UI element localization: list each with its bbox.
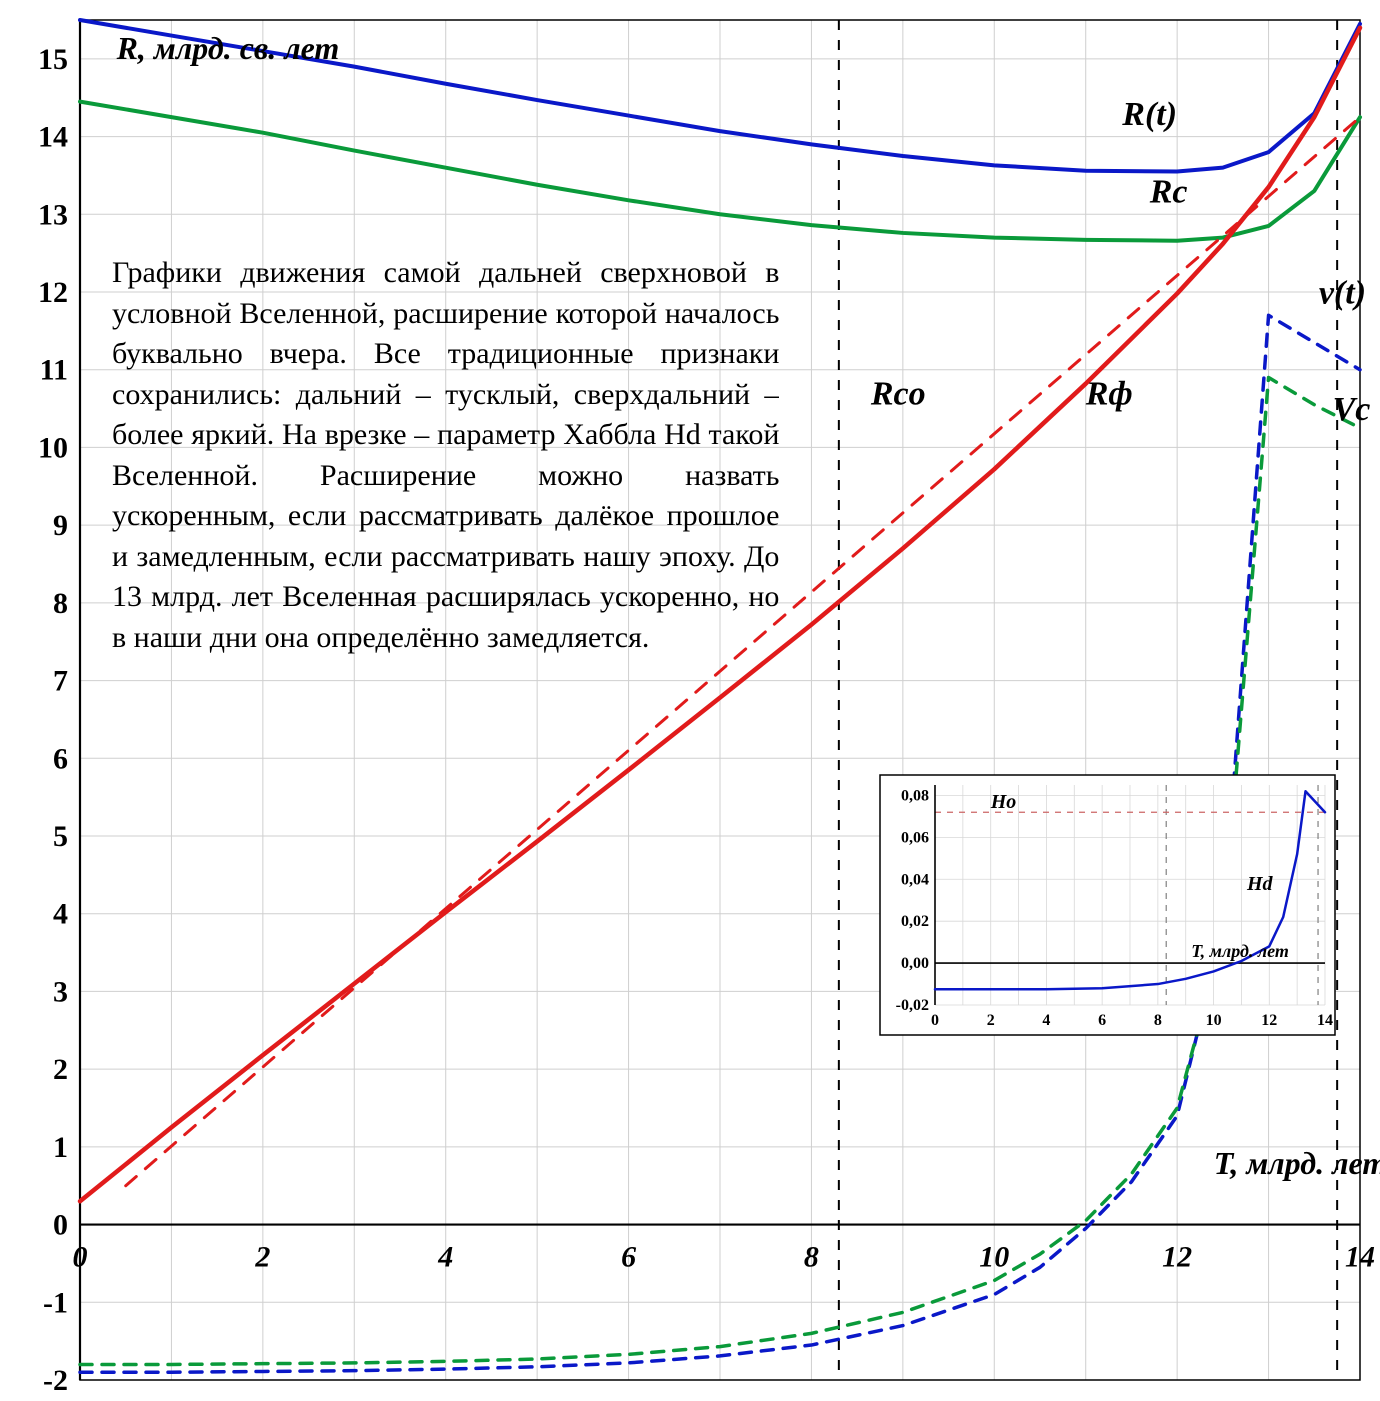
inset-x-tick: 10	[1206, 1012, 1222, 1029]
x-tick-label: 6	[621, 1241, 636, 1274]
series-label-vt: v(t)	[1319, 275, 1366, 312]
y-tick-label: 3	[53, 975, 68, 1008]
x-tick-label: 8	[804, 1241, 819, 1274]
y-tick-label: 1	[53, 1131, 68, 1164]
y-tick-label: 13	[38, 198, 68, 231]
y-tick-label: 6	[53, 742, 68, 775]
inset-series-label-Hd: Hd	[1246, 873, 1274, 895]
y-tick-label: 4	[53, 898, 68, 931]
y-tick-label: 7	[53, 665, 68, 698]
inset-x-tick: 8	[1154, 1012, 1162, 1029]
inset-x-tick: 0	[931, 1012, 939, 1029]
inset-x-tick: 12	[1261, 1012, 1277, 1029]
y-tick-label: 8	[53, 587, 68, 620]
chart-container: -2-1012345678910111213141502468101214R(t…	[0, 0, 1380, 1401]
y-tick-label: 14	[38, 121, 68, 154]
x-tick-label: 10	[979, 1241, 1009, 1274]
y-axis-title: R, млрд. св. лет	[116, 30, 340, 66]
inset-x-tick: 6	[1098, 1012, 1106, 1029]
y-tick-label: 5	[53, 820, 68, 853]
series-label-Vc: Vc	[1333, 391, 1371, 428]
inset-y-tick: 0,08	[901, 787, 929, 804]
main-chart: -2-1012345678910111213141502468101214R(t…	[0, 0, 1380, 1401]
inset-hline-label: Ho	[990, 791, 1017, 813]
inset-x-tick: 4	[1042, 1012, 1050, 1029]
description-text: Графики движения самой дальней сверхново…	[112, 253, 779, 911]
y-tick-label: 11	[40, 354, 68, 387]
y-tick-label: -2	[43, 1364, 68, 1397]
inset-y-tick: 0,04	[901, 871, 929, 888]
inset-x-tick: 14	[1317, 1012, 1333, 1029]
y-tick-label: 10	[38, 431, 68, 464]
series-label-Rco: Rco	[870, 376, 926, 413]
y-tick-label: 0	[53, 1209, 68, 1242]
inset-y-tick: 0,06	[901, 829, 929, 846]
y-tick-label: 15	[38, 43, 68, 76]
inset-y-tick: -0,02	[896, 997, 929, 1014]
inset-x-axis-title: T, млрд. лет	[1191, 941, 1289, 961]
series-label-Rc: Rc	[1149, 174, 1188, 211]
inset-x-tick: 2	[987, 1012, 995, 1029]
series-label-Rf: Rф	[1085, 376, 1133, 413]
y-tick-label: 12	[38, 276, 68, 309]
series-label-Rt: R(t)	[1121, 96, 1177, 133]
y-tick-label: 2	[53, 1053, 68, 1086]
x-tick-label: 0	[73, 1241, 88, 1274]
inset-y-tick: 0,00	[901, 955, 929, 972]
x-tick-label: 12	[1162, 1241, 1192, 1274]
x-tick-label: 14	[1345, 1241, 1375, 1274]
x-tick-label: 2	[254, 1241, 270, 1274]
y-tick-label: 9	[53, 509, 68, 542]
y-tick-label: -1	[43, 1286, 68, 1319]
x-tick-label: 4	[437, 1241, 453, 1274]
x-axis-title: T, млрд. лет	[1214, 1145, 1380, 1181]
inset-y-tick: 0,02	[901, 913, 929, 930]
inset-chart: Ho Hd -0,02 0,00 0,02 0,04 0,06 0,08 0 2 4 6 8 10 12 14…	[880, 775, 1335, 1035]
